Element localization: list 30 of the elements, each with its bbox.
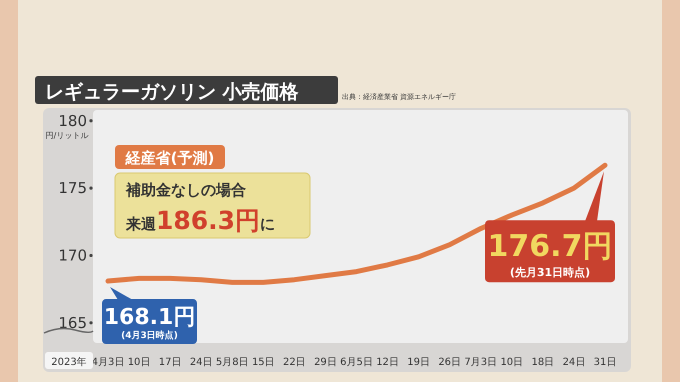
y-tick-label: 165 [58, 314, 87, 332]
x-tick-label: 24日 [562, 357, 586, 368]
y-tick-label: 170 [58, 246, 87, 264]
y-tick-label: 175 [58, 179, 87, 198]
x-tick-label: 15日 [252, 357, 275, 368]
annotation: (先月31日時点) [510, 266, 590, 280]
annotation: 経産省(予測) [124, 149, 214, 167]
x-tick-label: 7月3日 [464, 357, 498, 368]
x-tick-label: 22日 [283, 357, 306, 368]
x-tick-label: 19日 [407, 357, 430, 368]
annotation: (4月3日時点) [121, 330, 178, 342]
data-label: 168.1円 [104, 305, 196, 330]
x-tick-label: 10日 [128, 357, 150, 368]
text: 2023年 [51, 356, 87, 368]
x-tick-label: 5月8日 [216, 357, 249, 368]
chart-title: レギュラーガソリン 小売価格 [45, 81, 300, 103]
annotation: 来週186.3円に [125, 206, 276, 235]
x-tick-label: 31日 [594, 357, 616, 368]
x-tick-label: 10日 [500, 357, 524, 368]
y-tick-label: 180 [58, 112, 87, 130]
annotation: 補助金なしの場合 [125, 181, 246, 199]
x-tick-label: 26日 [438, 357, 462, 368]
x-tick-label: 18日 [532, 357, 554, 368]
x-tick-label: 29日 [314, 357, 337, 368]
x-tick-label: 17日 [158, 357, 182, 368]
x-tick-label: 24日 [190, 357, 213, 368]
x-tick-label: 12日 [376, 357, 399, 368]
y-axis-title: 円/リットル [46, 130, 88, 140]
x-tick-label: 6月5日 [340, 357, 373, 368]
data-label: 176.7円 [488, 229, 612, 264]
